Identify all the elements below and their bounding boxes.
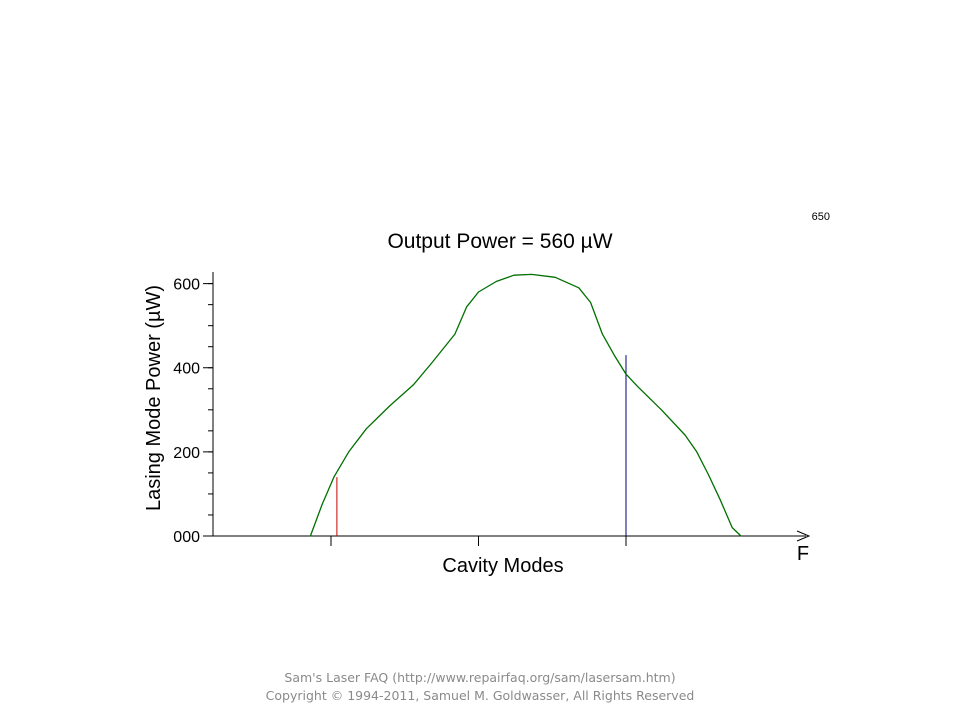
mode-markers <box>336 355 627 536</box>
x-axis-ticks <box>330 536 627 546</box>
y-axis-ticks: 000 200 400 600 <box>173 277 213 546</box>
y-tick-label: 400 <box>173 361 200 378</box>
y-tick-label: 200 <box>173 445 200 462</box>
y-axis-label: Lasing Mode Power (µW) <box>143 285 165 511</box>
series-layer <box>309 273 742 537</box>
footer: Sam's Laser FAQ (http://www.repairfaq.or… <box>0 669 960 705</box>
y-tick-label: 600 <box>173 277 200 294</box>
footer-source-line: Sam's Laser FAQ (http://www.repairfaq.or… <box>284 670 676 685</box>
x-axis-end-label: F <box>797 543 809 565</box>
chart-title: Output Power = 560 µW <box>387 230 612 253</box>
footer-copyright-line: Copyright © 1994-2011, Samuel M. Goldwas… <box>265 688 695 703</box>
y-tick-label: 000 <box>173 529 200 546</box>
x-axis-arrow-icon <box>796 530 811 542</box>
gain-curve-line <box>309 273 742 537</box>
frame-number-label: 650 <box>811 211 830 223</box>
x-axis-label: Cavity Modes <box>442 555 563 577</box>
